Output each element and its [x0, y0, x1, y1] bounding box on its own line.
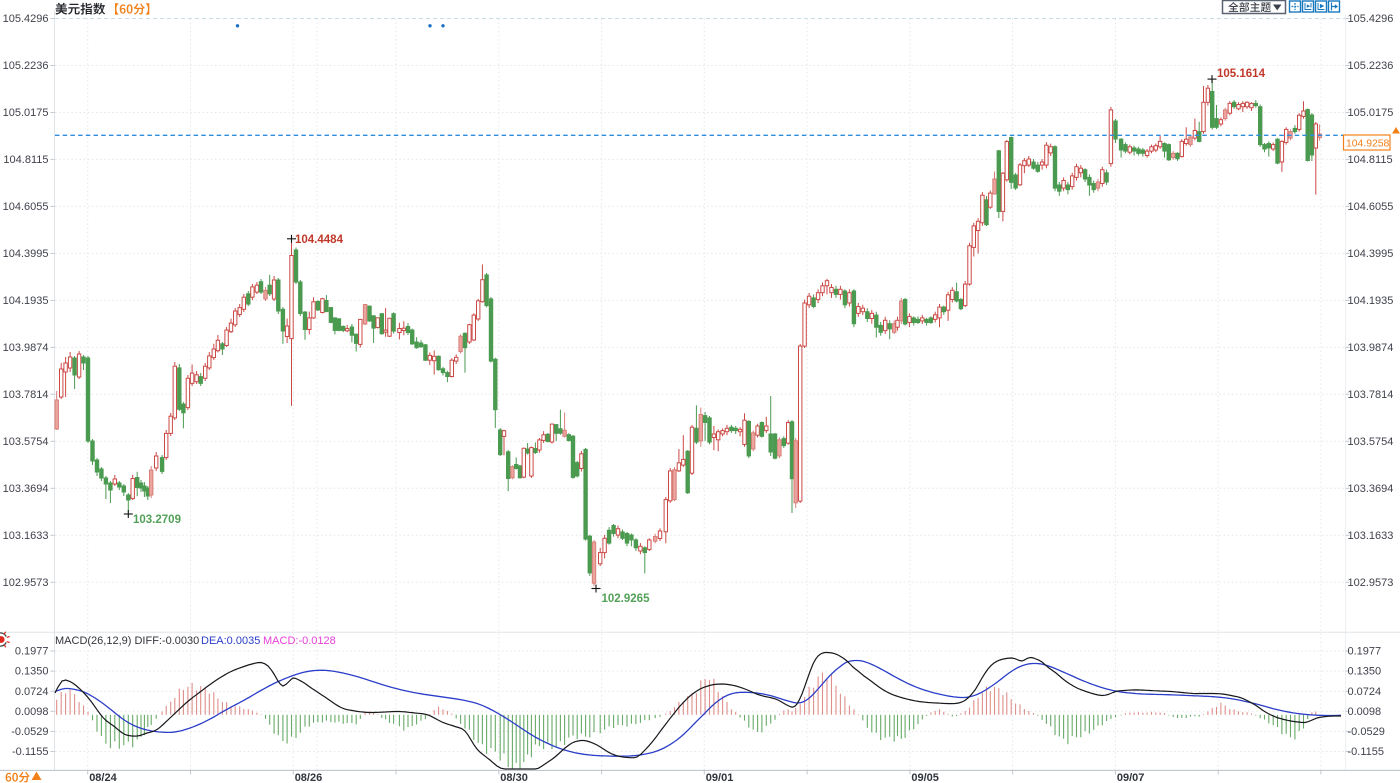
- svg-text:102.9265: 102.9265: [602, 593, 651, 605]
- svg-text:104.6055: 104.6055: [3, 201, 49, 213]
- svg-text:103.7814: 103.7814: [3, 389, 49, 401]
- svg-text:08/30: 08/30: [500, 772, 528, 783]
- svg-text:103.1633: 103.1633: [3, 530, 49, 542]
- svg-text:103.3694: 103.3694: [1348, 483, 1394, 495]
- svg-text:103.7814: 103.7814: [1348, 389, 1394, 401]
- svg-text:MACD(26,12,9) DIFF:-0.0030: MACD(26,12,9) DIFF:-0.0030: [55, 635, 199, 647]
- svg-text:104.8115: 104.8115: [3, 154, 48, 166]
- svg-text:-0.1155: -0.1155: [12, 746, 49, 758]
- svg-text:0.0724: 0.0724: [1348, 686, 1382, 698]
- svg-text:08/24: 08/24: [89, 772, 117, 783]
- svg-text:105.2236: 105.2236: [3, 60, 49, 72]
- svg-text:105.0175: 105.0175: [3, 107, 49, 119]
- svg-text:0.0098: 0.0098: [1348, 706, 1382, 718]
- svg-text:-0.0529: -0.0529: [11, 726, 48, 738]
- svg-text:-0.0529: -0.0529: [1348, 726, 1385, 738]
- svg-text:0.1350: 0.1350: [1348, 666, 1382, 678]
- svg-text:0.0724: 0.0724: [15, 686, 49, 698]
- svg-text:103.9874: 103.9874: [3, 342, 49, 354]
- svg-text:104.8115: 104.8115: [1348, 154, 1393, 166]
- svg-text:105.2236: 105.2236: [1348, 60, 1394, 72]
- svg-text:103.9874: 103.9874: [1348, 342, 1394, 354]
- svg-text:0.1350: 0.1350: [15, 666, 49, 678]
- svg-text:104.9258: 104.9258: [1346, 138, 1390, 149]
- svg-text:0.1977: 0.1977: [1348, 646, 1382, 658]
- svg-text:102.9573: 102.9573: [3, 577, 49, 589]
- svg-text:MACD:-0.0128: MACD:-0.0128: [263, 635, 336, 647]
- svg-text:09/05: 09/05: [911, 772, 939, 783]
- svg-text:103.3694: 103.3694: [3, 483, 49, 495]
- svg-text:08/26: 08/26: [295, 772, 323, 783]
- svg-text:103.2709: 103.2709: [133, 514, 181, 526]
- svg-text:105.0175: 105.0175: [1348, 107, 1394, 119]
- svg-text:103.5754: 103.5754: [1348, 436, 1394, 448]
- svg-text:104.4484: 104.4484: [295, 234, 344, 246]
- svg-text:105.4296: 105.4296: [1348, 13, 1394, 25]
- svg-text:0.0098: 0.0098: [15, 706, 49, 718]
- svg-text:-0.1155: -0.1155: [1348, 746, 1385, 758]
- svg-text:104.6055: 104.6055: [1348, 201, 1394, 213]
- svg-text:104.3995: 104.3995: [3, 248, 49, 260]
- svg-text:104.1935: 104.1935: [1348, 295, 1394, 307]
- svg-text:103.5754: 103.5754: [3, 436, 49, 448]
- svg-text:0.1977: 0.1977: [15, 646, 49, 658]
- svg-text:105.1614: 105.1614: [1217, 68, 1266, 80]
- svg-text:09/01: 09/01: [706, 772, 734, 783]
- svg-text:105.4296: 105.4296: [3, 13, 49, 25]
- svg-text:DEA:0.0035: DEA:0.0035: [201, 635, 260, 647]
- svg-text:103.1633: 103.1633: [1348, 530, 1394, 542]
- svg-text:09/07: 09/07: [1117, 772, 1145, 783]
- svg-text:102.9573: 102.9573: [1348, 577, 1394, 589]
- svg-text:104.3995: 104.3995: [1348, 248, 1394, 260]
- svg-text:104.1935: 104.1935: [3, 295, 49, 307]
